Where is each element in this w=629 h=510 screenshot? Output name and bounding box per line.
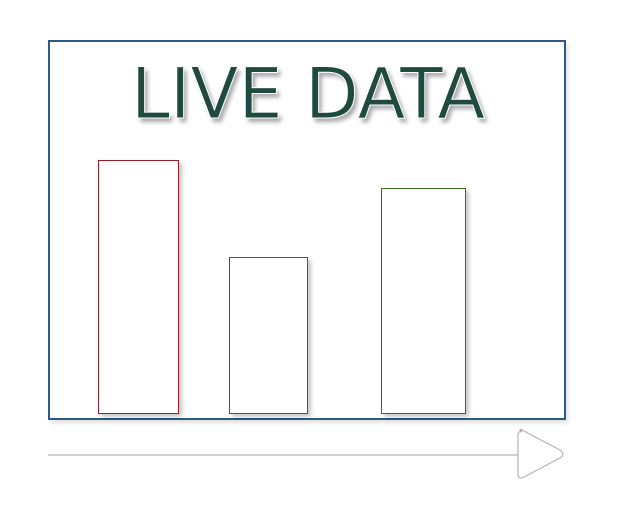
bar-blue: [229, 257, 308, 414]
bar-green: [381, 188, 466, 414]
bar-red: [98, 160, 179, 414]
live-data-title: LIVE DATA: [130, 53, 486, 136]
play-arrow-icon: [517, 428, 564, 479]
